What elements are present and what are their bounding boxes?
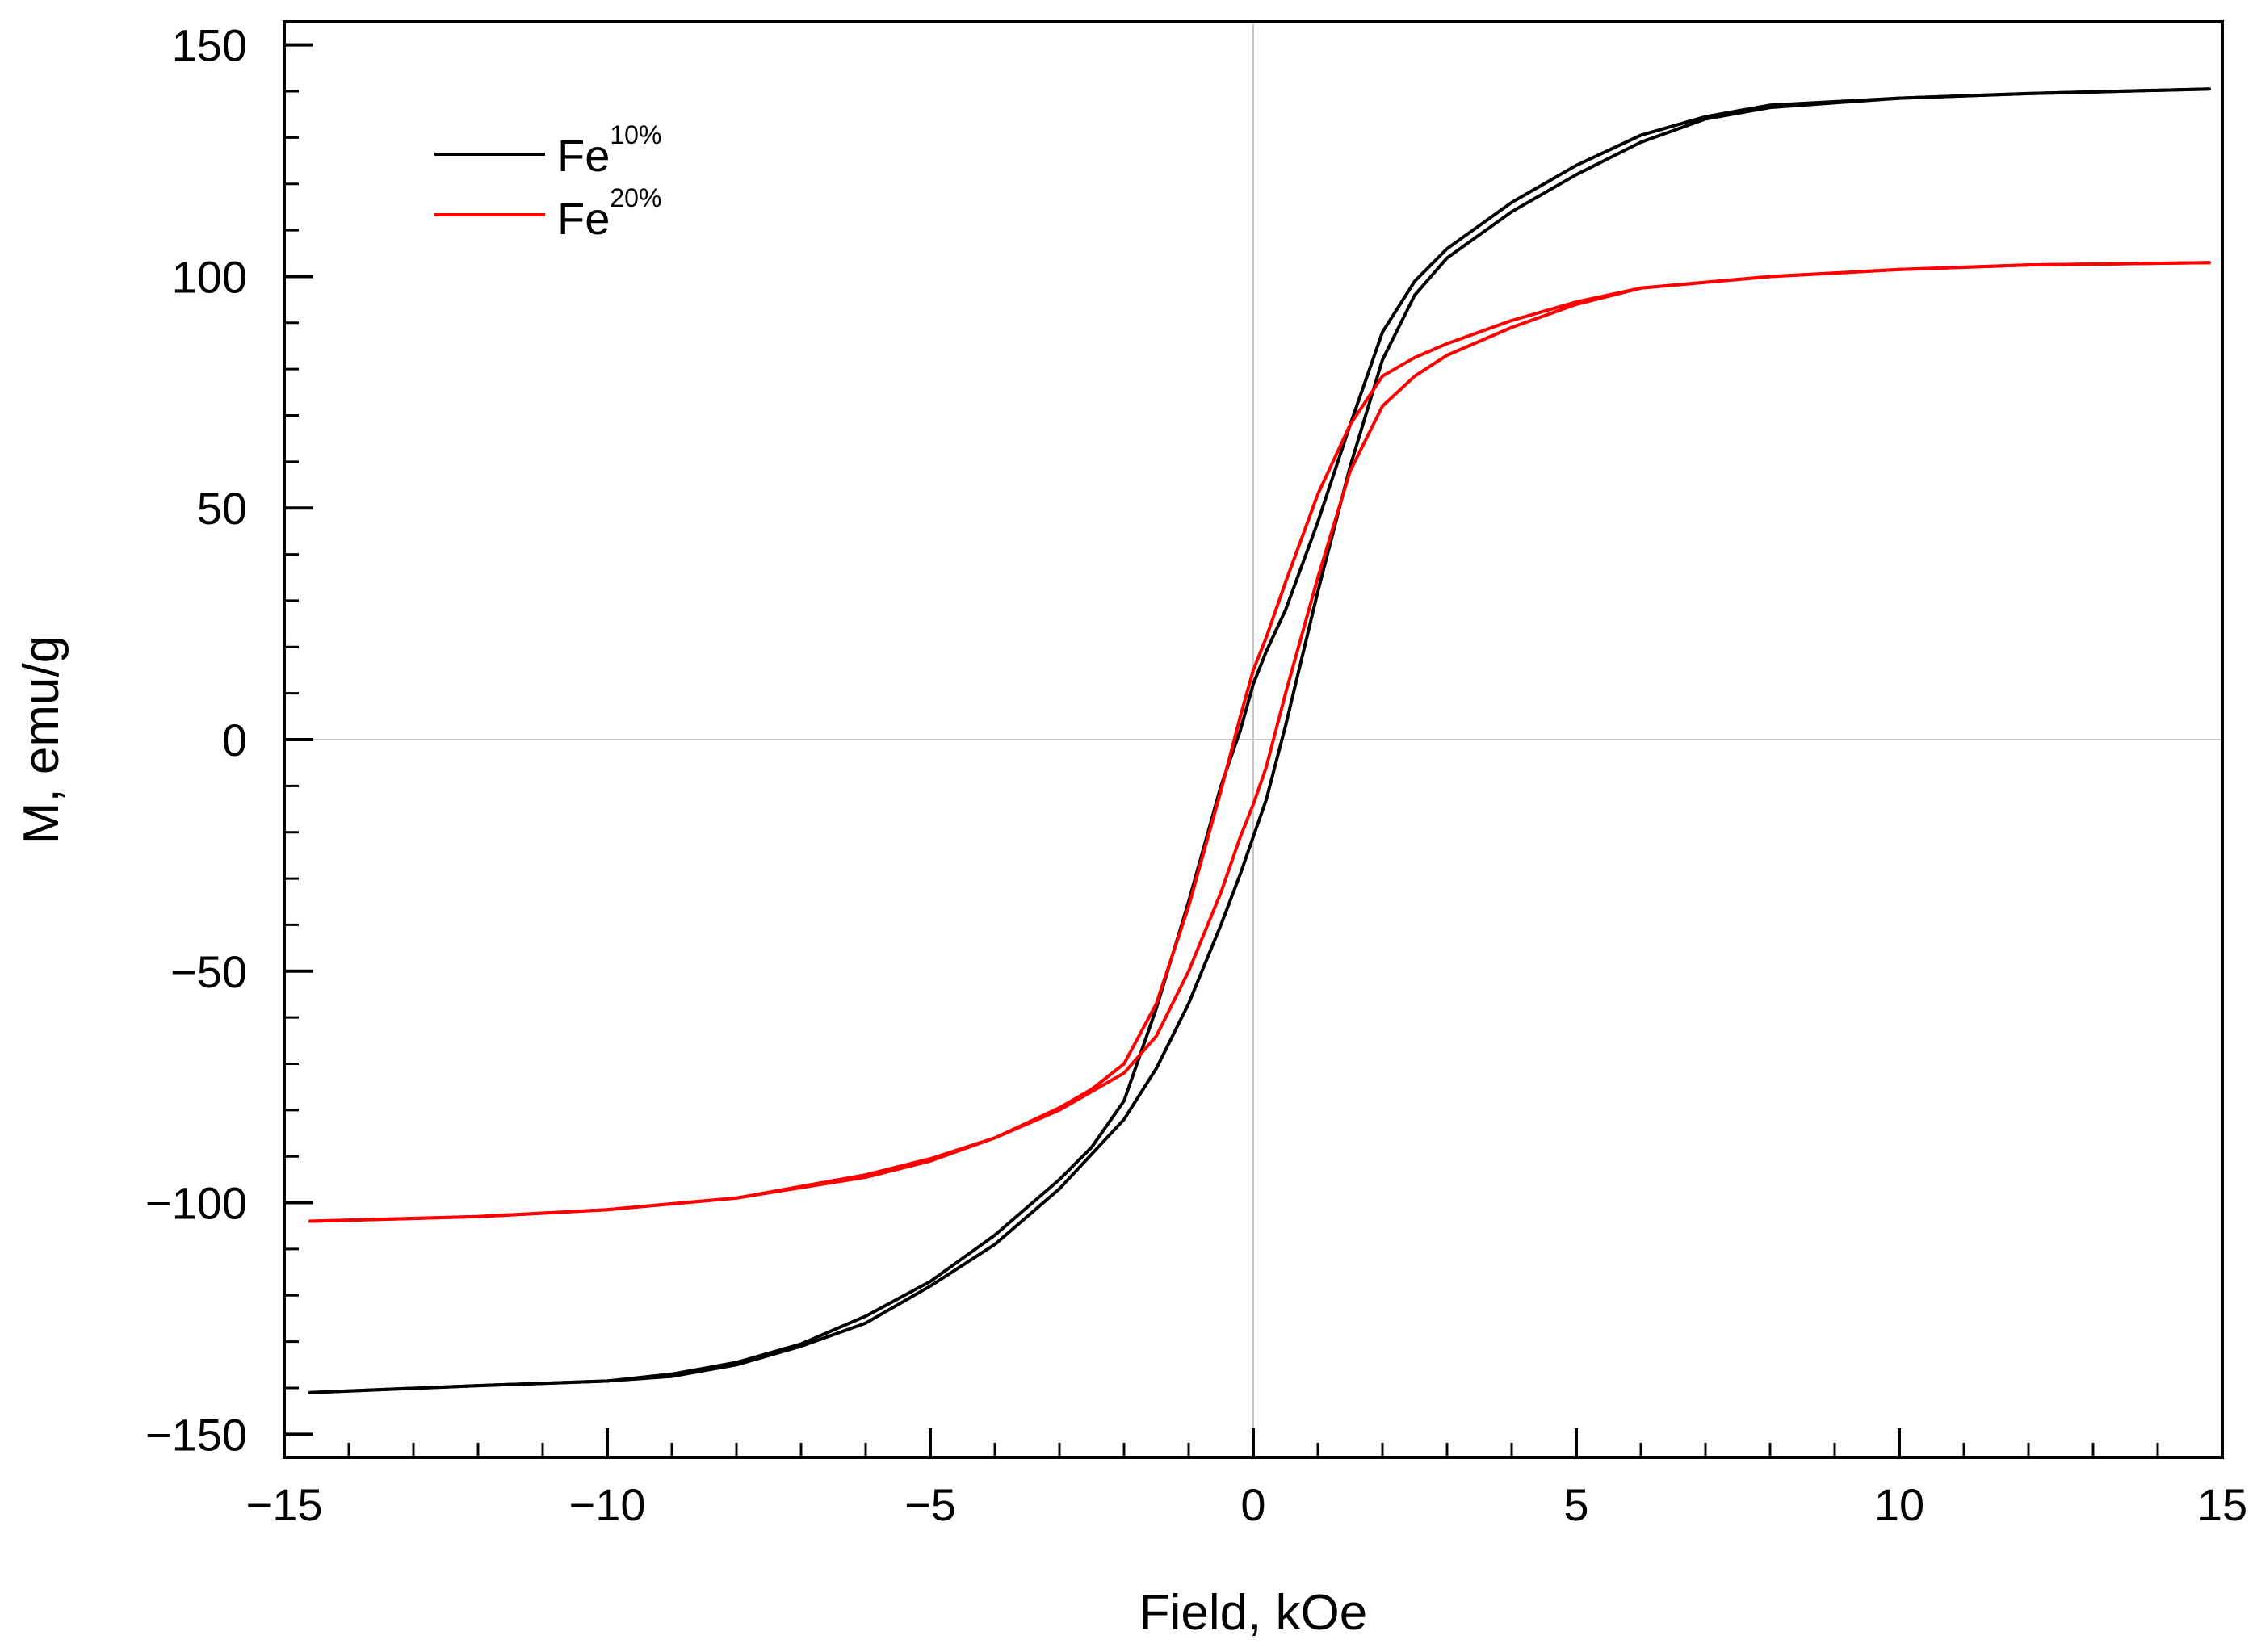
legend-label-fe-20: Fe20%	[557, 183, 661, 244]
x-tick-label: 5	[1563, 1479, 1588, 1530]
x-tick-label: 10	[1874, 1479, 1924, 1530]
y-tick-label: 50	[197, 483, 247, 534]
x-tick-label: −5	[904, 1479, 956, 1530]
y-tick-label: −50	[170, 946, 247, 997]
legend-label-fe-10-base: Fe	[557, 130, 610, 181]
legend-label-fe-10: Fe10%	[557, 120, 661, 181]
y-tick-label: −100	[145, 1178, 247, 1229]
y-tick-label: 0	[222, 715, 247, 765]
series-0-branch-1-line	[308, 87, 2211, 1394]
y-axis-label: M, emu/g	[14, 635, 69, 844]
legend-label-fe-20-base: Fe	[557, 193, 610, 244]
y-tick-label: −150	[145, 1409, 247, 1460]
plot-frame	[283, 20, 2224, 1459]
series-1-branch-1-line	[308, 261, 2211, 1223]
x-tick-label: 15	[2197, 1479, 2247, 1530]
legend: Fe10% Fe20%	[434, 120, 661, 244]
series-0-branch-0-line	[308, 87, 2211, 1394]
x-axis-label: Field, kOe	[1139, 1585, 1368, 1641]
legend-label-fe-20-sup: 20%	[610, 183, 661, 212]
x-tick-label: −15	[246, 1479, 323, 1530]
legend-label-fe-10-sup: 10%	[610, 120, 661, 149]
x-tick-label: 0	[1240, 1479, 1265, 1530]
x-tick-label: −10	[569, 1479, 646, 1530]
y-tick-label: 100	[172, 251, 247, 302]
y-tick-label: 150	[172, 20, 247, 71]
